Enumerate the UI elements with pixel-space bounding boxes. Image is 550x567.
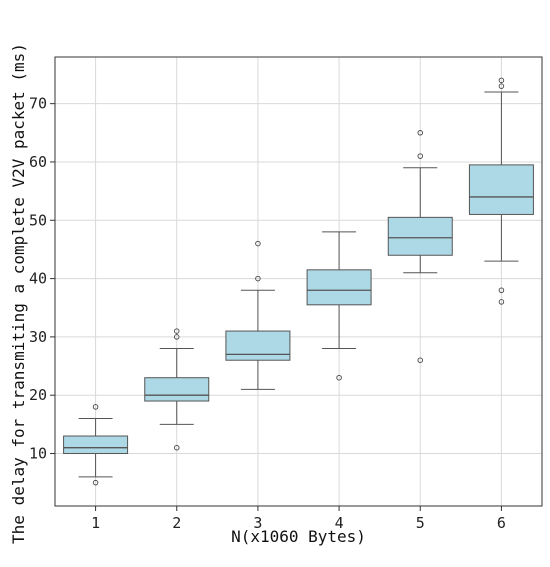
outlier-point <box>417 357 424 363</box>
outlier-point <box>92 404 99 410</box>
outlier-point <box>498 77 505 84</box>
outlier-point <box>417 130 424 136</box>
box-2 <box>144 328 210 451</box>
box-iqr <box>144 377 210 402</box>
outlier-point <box>173 444 180 451</box>
outlier-point <box>255 275 261 282</box>
box-5 <box>387 130 453 363</box>
outlier-point <box>417 153 424 159</box>
box-1 <box>63 404 129 486</box>
box-6 <box>468 77 534 305</box>
outlier-point <box>255 240 261 247</box>
x-tick-label: 5 <box>416 514 425 532</box>
x-tick-label: 2 <box>172 514 181 532</box>
axis-ticks: 10 20 30 40 50 60 70 1 2 3 4 5 6 <box>29 95 506 532</box>
outlier-point <box>92 479 99 486</box>
outlier-point <box>173 328 180 334</box>
x-tick-label: 1 <box>91 514 100 532</box>
box-iqr <box>225 330 291 361</box>
outlier-point <box>336 374 342 381</box>
y-axis-label: The delay for transmiting a complete V2V… <box>9 43 28 544</box>
y-tick-label: 60 <box>29 153 47 171</box>
outlier-point <box>173 334 180 340</box>
box-iqr <box>63 435 129 455</box>
x-tick-label: 6 <box>497 514 506 532</box>
box-iqr <box>387 216 453 256</box>
plot-frame <box>54 56 543 507</box>
x-tick-label: 4 <box>335 514 344 532</box>
y-tick-label: 70 <box>29 95 47 113</box>
x-tick-label: 3 <box>253 514 262 532</box>
y-tick-label: 30 <box>29 328 47 346</box>
box-iqr <box>306 269 372 306</box>
y-tick-label: 50 <box>29 211 47 229</box>
outlier-point <box>498 83 505 89</box>
outlier-point <box>498 287 505 293</box>
y-tick-label: 10 <box>29 445 47 463</box>
box-4 <box>306 231 372 381</box>
box-iqr <box>468 164 534 215</box>
box-series <box>63 77 534 486</box>
y-tick-label: 20 <box>29 386 47 404</box>
box-3 <box>225 240 291 390</box>
y-tick-label: 40 <box>29 270 47 288</box>
x-axis-label: N(x1060 Bytes) <box>231 527 366 546</box>
outlier-point <box>498 299 505 305</box>
grid-lines <box>55 57 542 506</box>
